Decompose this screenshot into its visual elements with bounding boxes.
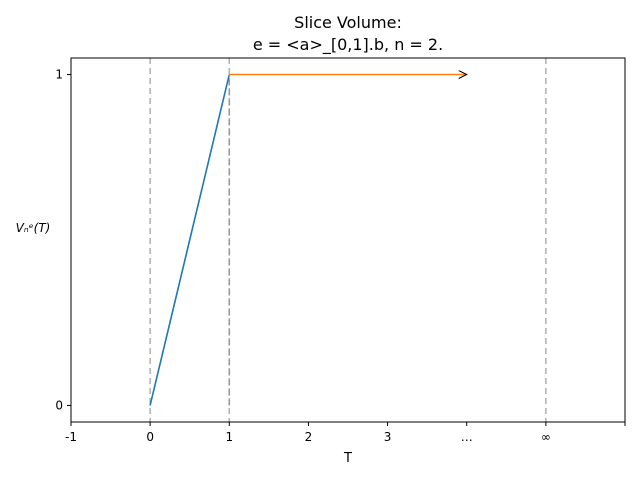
- chart-subtitle: e = <a>_[0,1].b, n = 2.: [253, 35, 443, 55]
- series-line-0: [149, 74, 231, 406]
- axes-frame: [70, 57, 626, 423]
- y-tick-label-1: 1: [55, 68, 63, 82]
- x-axis-label: T: [343, 451, 352, 466]
- plot-area: -1 0 1 2 3 … ∞ 0 1: [55, 57, 626, 444]
- x-tick-label-2: 1: [225, 430, 233, 444]
- x-tick-label-3: 2: [305, 430, 313, 444]
- y-axis-label: Vₙᵉ(T): [16, 221, 51, 235]
- x-tick-label-1: 0: [146, 430, 154, 444]
- chart-title: Slice Volume:: [294, 13, 402, 32]
- x-tick-label-4: 3: [384, 430, 392, 444]
- x-tick-label-5: …: [461, 430, 473, 444]
- x-tick-label-6: ∞: [541, 430, 551, 444]
- x-tick-label-0: -1: [65, 430, 77, 444]
- y-tick-label-0: 0: [55, 398, 63, 412]
